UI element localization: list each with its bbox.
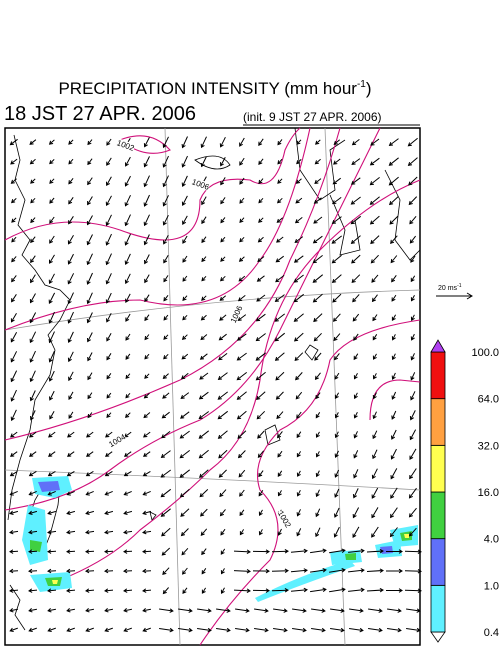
colorbar-label: 100.0 [471, 347, 499, 359]
valid-time: 18 JST 27 APR. 2006 [4, 103, 196, 125]
wind-scale-label: 20 ms-1 [438, 283, 462, 292]
colorbar-segment [430, 491, 446, 540]
title: PRECIPITATION INTENSITY (mm hour-1) [58, 79, 371, 98]
precip-area [30, 540, 42, 552]
colorbar-over [430, 339, 446, 353]
precip-area [345, 553, 356, 560]
title-main: PRECIPITATION INTENSITY (mm hour [58, 79, 357, 98]
colorbar-label: 1.0 [484, 580, 499, 592]
isobar-label-bg [190, 177, 211, 191]
colorbar-under [430, 631, 446, 643]
precip-area [255, 560, 355, 602]
colorbar-segment [430, 584, 446, 633]
colorbar: 0.4 1.0 4.0 16.0 32.0 64.0 100.0 [430, 339, 499, 643]
wind-vectors [9, 136, 422, 633]
colorbar-segment [430, 398, 446, 446]
isobar-label-bg [115, 138, 136, 152]
wind-scale-arrow [436, 292, 473, 300]
colorbar-label: 32.0 [478, 440, 499, 452]
title-end: ) [366, 79, 372, 98]
wind-arrow-field [9, 136, 422, 633]
title-sup: -1 [357, 79, 366, 90]
colorbar-label: 64.0 [478, 394, 499, 406]
wind-scale-sup: -1 [457, 283, 462, 289]
colorbar-label: 0.4 [484, 627, 499, 639]
isobar-label-bg [107, 432, 127, 449]
precip-area [38, 481, 60, 492]
colorbar-label: 4.0 [484, 534, 499, 546]
map-frame [4, 127, 421, 646]
wind-scale-text: 20 ms [438, 285, 458, 292]
colorbar-segment [430, 351, 446, 400]
colorbar-segment [430, 444, 446, 493]
precipitation [22, 476, 418, 602]
colorbar-label: 16.0 [478, 487, 499, 499]
precip-area [404, 534, 409, 538]
precip-area [52, 580, 58, 584]
init-time: (init. 9 JST 27 APR. 2006) [243, 110, 382, 124]
isobar-label-bg [228, 304, 244, 325]
isobar-label-bg [276, 509, 293, 529]
precip-area [22, 505, 48, 565]
colorbar-segment [430, 538, 446, 586]
